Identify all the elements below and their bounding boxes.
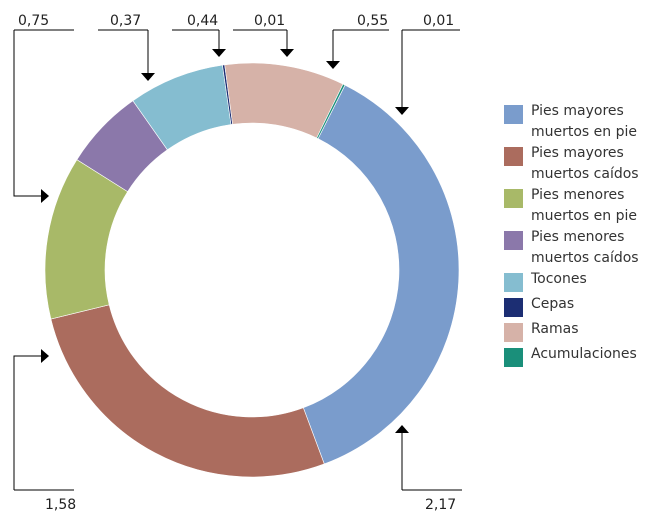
legend-swatch <box>504 189 523 208</box>
legend-item-pies-mayores-muertos-caidos: Pies mayores muertos caídos <box>503 143 663 185</box>
legend-swatch <box>504 273 523 292</box>
slice-pies-mayores-muertos-en-pie <box>302 84 460 465</box>
legend-label: Tocones <box>531 271 587 287</box>
donut-slices <box>44 62 460 478</box>
legend-label: Pies mayores muertos en pie <box>531 103 638 140</box>
legend-label: Pies menores muertos en pie <box>531 187 638 224</box>
legend-label: Pies menores muertos caídos <box>531 229 639 266</box>
callout-arrow <box>212 49 226 57</box>
callout-pies-menores-muertos-caidos: 0,37 <box>98 13 155 81</box>
legend-label: Ramas <box>531 321 579 337</box>
legend-swatch <box>504 147 523 166</box>
legend-item-acumulaciones: Acumulaciones <box>503 344 637 367</box>
callout-ramas: 0,55 <box>326 13 389 69</box>
value-label-pies-menores-muertos-caidos: 0,37 <box>110 13 141 29</box>
callout-acumulaciones: 0,01 <box>395 13 460 115</box>
value-label-acumulaciones: 0,01 <box>423 13 454 29</box>
slice-pies-mayores-muertos-caidos <box>50 304 325 478</box>
callout-arrow <box>41 189 49 203</box>
legend-swatch <box>504 348 523 367</box>
callout-cepas: 0,01 <box>233 13 294 57</box>
callout-arrow <box>326 61 340 69</box>
legend-swatch <box>504 298 523 317</box>
legend-item-pies-mayores-muertos-en-pie: Pies mayores muertos en pie <box>503 101 663 143</box>
callout-arrow <box>395 425 409 433</box>
legend-item-pies-menores-muertos-caidos: Pies menores muertos caídos <box>503 227 663 269</box>
value-callouts: 0,75 0,37 0,44 0,01 0,55 0,01 1,58 2,17 <box>13 13 462 513</box>
legend-swatch <box>504 231 523 250</box>
legend-item-tocones: Tocones <box>503 269 587 292</box>
legend-item-ramas: Ramas <box>503 319 579 342</box>
legend-item-cepas: Cepas <box>503 294 575 317</box>
slice-acumulaciones <box>316 83 346 140</box>
callout-arrow <box>395 107 409 115</box>
callout-tocones: 0,44 <box>172 13 226 57</box>
callout-arrow <box>280 49 294 57</box>
legend-swatch <box>504 105 523 124</box>
value-label-tocones: 0,44 <box>187 13 218 29</box>
value-label-ramas: 0,55 <box>357 13 388 29</box>
legend-item-pies-menores-muertos-en-pie: Pies menores muertos en pie <box>503 185 663 227</box>
callout-pies-menores-muertos-en-pie: 0,75 <box>13 13 74 203</box>
legend-label: Pies mayores muertos caídos <box>531 145 639 182</box>
value-label-pies-mayores-muertos-en-pie: 2,17 <box>425 497 456 513</box>
value-label-cepas: 0,01 <box>254 13 285 29</box>
callout-arrow <box>41 349 49 363</box>
value-label-pies-menores-muertos-en-pie: 0,75 <box>18 13 49 29</box>
legend-label: Cepas <box>531 296 575 312</box>
callout-pies-mayores-muertos-en-pie: 2,17 <box>395 425 462 513</box>
callout-arrow <box>141 73 155 81</box>
value-label-pies-mayores-muertos-caidos: 1,58 <box>45 497 76 513</box>
callout-pies-mayores-muertos-caidos: 1,58 <box>13 349 76 513</box>
legend-label: Acumulaciones <box>531 346 637 362</box>
legend-swatch <box>504 323 523 342</box>
